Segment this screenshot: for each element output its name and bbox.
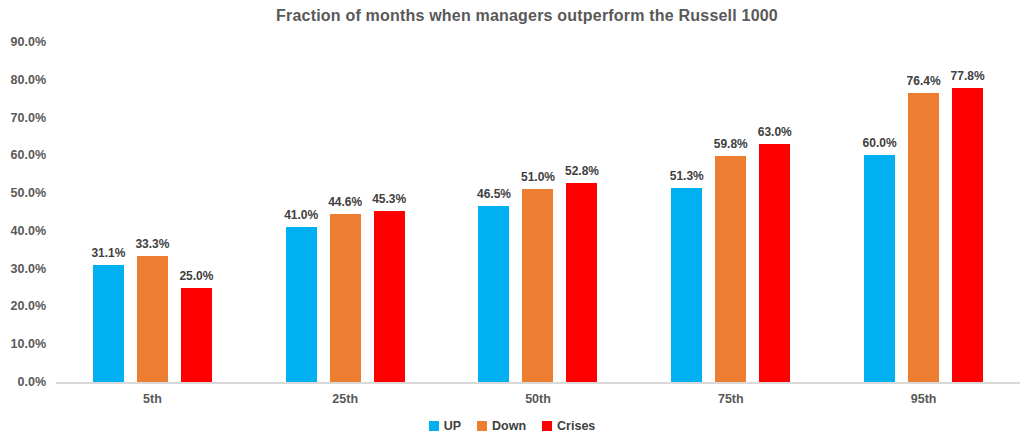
bar-crises <box>952 88 983 382</box>
legend-label: Down <box>492 419 526 433</box>
bar-column: 31.1% <box>93 246 124 383</box>
bar-crises <box>374 211 405 382</box>
y-axis: 0.0% 10.0% 20.0% 30.0% 40.0% 50.0% 60.0% 70.0% 8… <box>0 0 46 442</box>
bar-column: 51.0% <box>522 170 553 382</box>
legend-item-up: UP <box>429 419 461 433</box>
legend-swatch-icon <box>429 421 439 431</box>
bar-chart: Fraction of months when managers outperf… <box>0 0 1024 442</box>
y-tick-label: 0.0% <box>0 374 46 390</box>
bar-crises <box>759 144 790 382</box>
bar-crises <box>566 183 597 383</box>
y-tick-label: 70.0% <box>0 110 46 126</box>
bar-column: 60.0% <box>864 136 895 382</box>
x-category-label: 95th <box>827 392 1020 406</box>
bar-group-50th: 46.5% 51.0% 52.8% <box>442 42 635 382</box>
bar-value-label: 46.5% <box>477 187 511 201</box>
bar-column: 25.0% <box>181 269 212 382</box>
x-category-label: 75th <box>634 392 827 406</box>
bar-value-label: 63.0% <box>758 125 792 139</box>
legend-swatch-icon <box>477 421 487 431</box>
bar-group-5th: 31.1% 33.3% 25.0% <box>56 42 249 382</box>
bar-column: 63.0% <box>759 125 790 382</box>
bar-column: 33.3% <box>137 237 168 382</box>
legend-item-crises: Crises <box>542 419 595 433</box>
bar-up <box>671 188 702 382</box>
bar-value-label: 31.1% <box>91 246 125 260</box>
bar-value-label: 77.8% <box>951 69 985 83</box>
bar-group-25th: 41.0% 44.6% 45.3% <box>249 42 442 382</box>
y-tick-label: 40.0% <box>0 223 46 239</box>
legend: UP Down Crises <box>0 419 1024 433</box>
bar-value-label: 51.3% <box>670 169 704 183</box>
bar-down <box>715 156 746 382</box>
bar-value-label: 76.4% <box>907 74 941 88</box>
y-tick-label: 30.0% <box>0 261 46 277</box>
bar-value-label: 52.8% <box>565 164 599 178</box>
bar-group-95th: 60.0% 76.4% 77.8% <box>827 42 1020 382</box>
chart-title: Fraction of months when managers outperf… <box>30 7 1024 25</box>
bar-up <box>478 206 509 382</box>
bar-down <box>522 189 553 382</box>
bar-down <box>908 93 939 382</box>
y-tick-label: 90.0% <box>0 34 46 50</box>
bar-down <box>137 256 168 382</box>
y-tick-label: 20.0% <box>0 298 46 314</box>
legend-label: Crises <box>557 419 595 433</box>
x-category-label: 50th <box>442 392 635 406</box>
bar-value-label: 59.8% <box>714 137 748 151</box>
bar-up <box>286 227 317 382</box>
bar-up <box>93 265 124 383</box>
bar-column: 77.8% <box>952 69 983 382</box>
bar-value-label: 33.3% <box>135 237 169 251</box>
bar-column: 45.3% <box>374 192 405 382</box>
bar-value-label: 51.0% <box>521 170 555 184</box>
bar-value-label: 25.0% <box>179 269 213 283</box>
bar-column: 76.4% <box>908 74 939 382</box>
y-tick-label: 50.0% <box>0 185 46 201</box>
bar-down <box>330 214 361 383</box>
legend-label: UP <box>444 419 461 433</box>
bar-value-label: 41.0% <box>284 208 318 222</box>
bar-value-label: 44.6% <box>328 195 362 209</box>
bar-column: 52.8% <box>566 164 597 383</box>
bar-value-label: 60.0% <box>863 136 897 150</box>
bar-column: 41.0% <box>286 208 317 382</box>
bar-column: 59.8% <box>715 137 746 382</box>
legend-swatch-icon <box>542 421 552 431</box>
plot-area: 31.1% 33.3% 25.0% 41.0% 44.6% 45.3% 46.5% 51.0%… <box>56 42 1020 384</box>
bar-group-75th: 51.3% 59.8% 63.0% <box>634 42 827 382</box>
bar-column: 51.3% <box>671 169 702 382</box>
y-tick-label: 60.0% <box>0 147 46 163</box>
bar-up <box>864 155 895 382</box>
y-tick-label: 10.0% <box>0 336 46 352</box>
legend-item-down: Down <box>477 419 526 433</box>
bar-crises <box>181 288 212 382</box>
bar-column: 46.5% <box>478 187 509 382</box>
y-tick-label: 80.0% <box>0 72 46 88</box>
x-axis: 5th25th50th75th95th <box>56 392 1020 406</box>
bar-column: 44.6% <box>330 195 361 383</box>
x-category-label: 25th <box>249 392 442 406</box>
bar-value-label: 45.3% <box>372 192 406 206</box>
x-category-label: 5th <box>56 392 249 406</box>
